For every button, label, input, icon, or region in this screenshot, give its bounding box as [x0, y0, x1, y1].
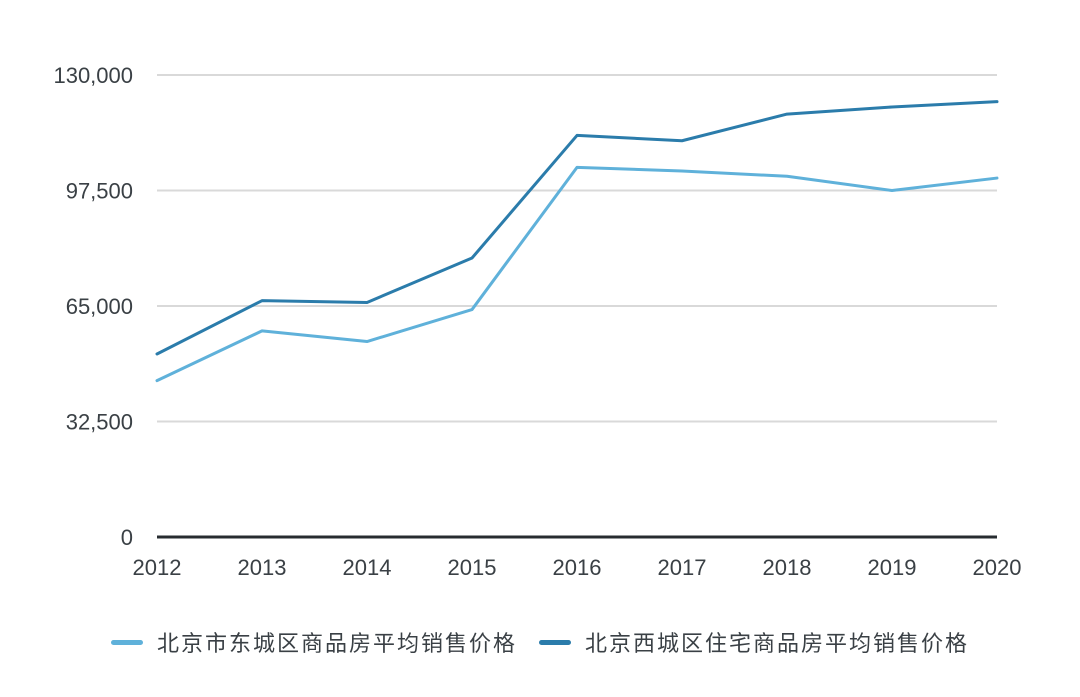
x-tick-label: 2014: [343, 555, 392, 580]
y-tick-label: 65,000: [66, 294, 133, 319]
y-tick-label: 32,500: [66, 410, 133, 435]
legend-label-xicheng: 北京西城区住宅商品房平均销售价格: [585, 631, 970, 656]
legend-item-xicheng: 北京西城区住宅商品房平均销售价格: [539, 626, 969, 658]
x-tick-label: 2017: [658, 555, 707, 580]
x-tick-label: 2012: [133, 555, 182, 580]
x-tick-label: 2016: [553, 555, 602, 580]
x-tick-label: 2018: [763, 555, 812, 580]
x-tick-label: 2019: [868, 555, 917, 580]
legend: 北京市东城区商品房平均销售价格 北京西城区住宅商品房平均销售价格: [0, 626, 1080, 658]
legend-label-dongcheng: 北京市东城区商品房平均销售价格: [156, 631, 517, 656]
y-tick-label: 0: [121, 525, 133, 550]
series-line-1: [155, 100, 999, 356]
y-tick-label: 97,500: [66, 179, 133, 204]
x-tick-label: 2015: [448, 555, 497, 580]
series-lines: [155, 100, 999, 383]
gridlines: [157, 74, 997, 539]
x-axis-labels: 2012 2013 2014 2015 2016 2017 2018 2019 2020: [133, 555, 1022, 580]
y-tick-label: 130,000: [53, 63, 133, 88]
legend-item-dongcheng: 北京市东城区商品房平均销售价格: [110, 626, 517, 658]
legend-swatch-dongcheng-icon: [110, 639, 143, 645]
x-tick-label: 2020: [973, 555, 1022, 580]
y-axis-labels: 0 32,500 65,000 97,500 130,000: [53, 63, 133, 550]
x-tick-label: 2013: [238, 555, 287, 580]
series-line-0: [155, 165, 999, 383]
legend-swatch-xicheng-icon: [539, 639, 571, 645]
